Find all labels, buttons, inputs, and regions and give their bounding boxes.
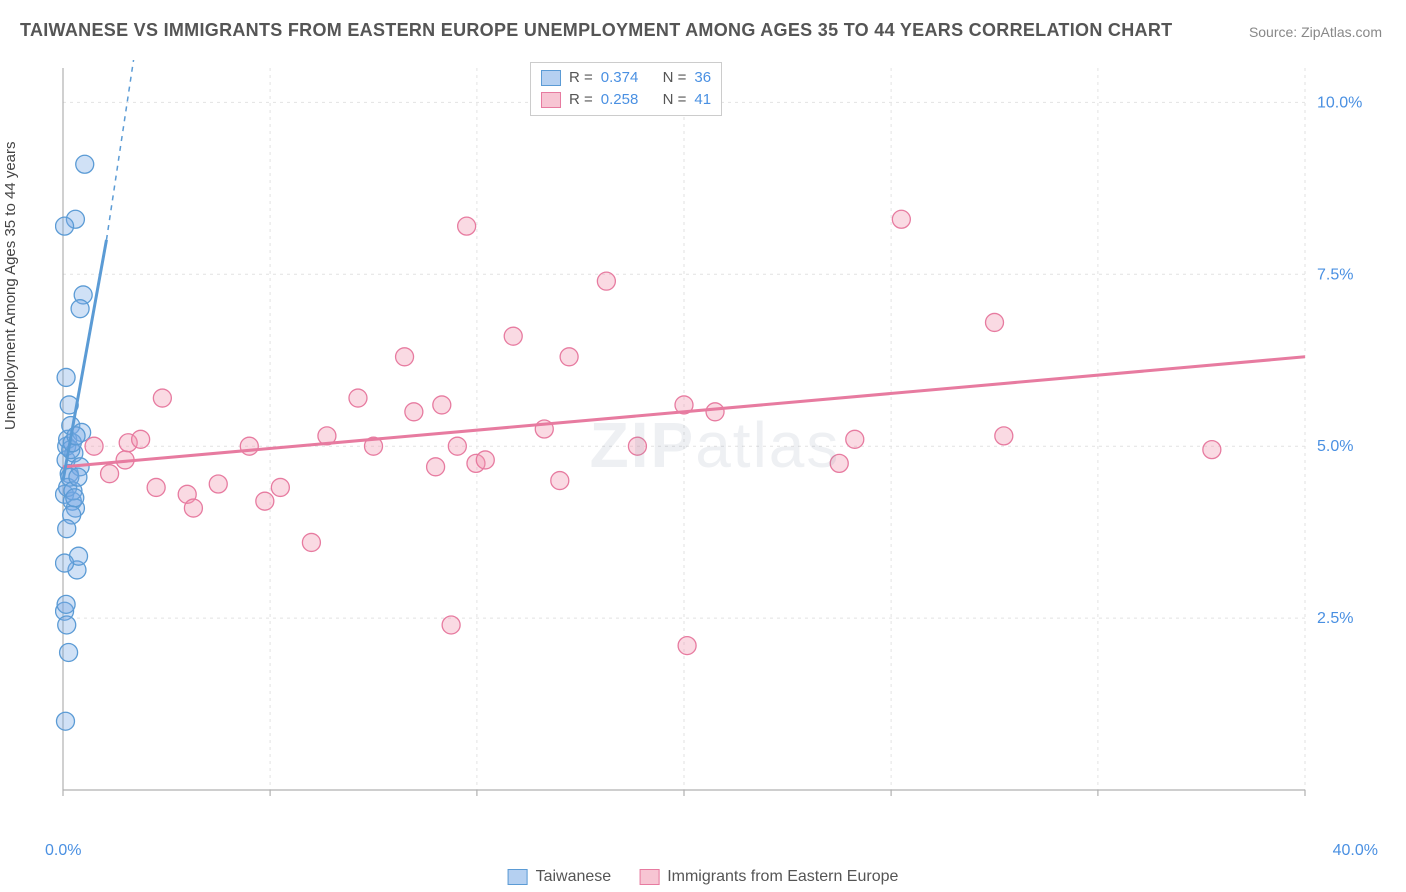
legend-item-eastern-europe: Immigrants from Eastern Europe xyxy=(639,868,898,886)
swatch-taiwanese xyxy=(541,70,561,86)
r-value-eastern-europe: 0.258 xyxy=(601,89,639,111)
chart-title: TAIWANESE VS IMMIGRANTS FROM EASTERN EUR… xyxy=(20,20,1172,41)
legend-item-taiwanese: Taiwanese xyxy=(508,868,612,886)
swatch-eastern-europe xyxy=(541,92,561,108)
scatter-svg: 2.5% 5.0% 7.5% 10.0% xyxy=(55,60,1375,830)
svg-text:7.5%: 7.5% xyxy=(1317,266,1353,283)
legend-label-taiwanese: Taiwanese xyxy=(536,868,612,886)
n-value-taiwanese: 36 xyxy=(694,67,711,89)
x-axis-max-label: 40.0% xyxy=(1333,842,1378,860)
n-label: N = xyxy=(663,67,687,89)
y-axis-label: Unemployment Among Ages 35 to 44 years xyxy=(2,141,19,430)
series-legend: Taiwanese Immigrants from Eastern Europe xyxy=(508,868,899,886)
source-label: Source: ZipAtlas.com xyxy=(1249,24,1382,40)
svg-text:2.5%: 2.5% xyxy=(1317,610,1353,627)
r-label: R = xyxy=(569,67,593,89)
stats-legend: R = 0.374 N = 36 R = 0.258 N = 41 xyxy=(530,62,722,116)
chart-area: 2.5%5.0%7.5%10.0% ZIPatlas xyxy=(55,60,1375,830)
r-label: R = xyxy=(569,89,593,111)
stats-row-eastern-europe: R = 0.258 N = 41 xyxy=(541,89,711,111)
swatch-taiwanese-bottom xyxy=(508,869,528,885)
r-value-taiwanese: 0.374 xyxy=(601,67,639,89)
n-label: N = xyxy=(663,89,687,111)
svg-text:10.0%: 10.0% xyxy=(1317,94,1362,111)
legend-label-eastern-europe: Immigrants from Eastern Europe xyxy=(667,868,898,886)
svg-text:5.0%: 5.0% xyxy=(1317,438,1353,455)
swatch-eastern-europe-bottom xyxy=(639,869,659,885)
x-axis-min-label: 0.0% xyxy=(45,842,81,860)
stats-row-taiwanese: R = 0.374 N = 36 xyxy=(541,67,711,89)
n-value-eastern-europe: 41 xyxy=(694,89,711,111)
